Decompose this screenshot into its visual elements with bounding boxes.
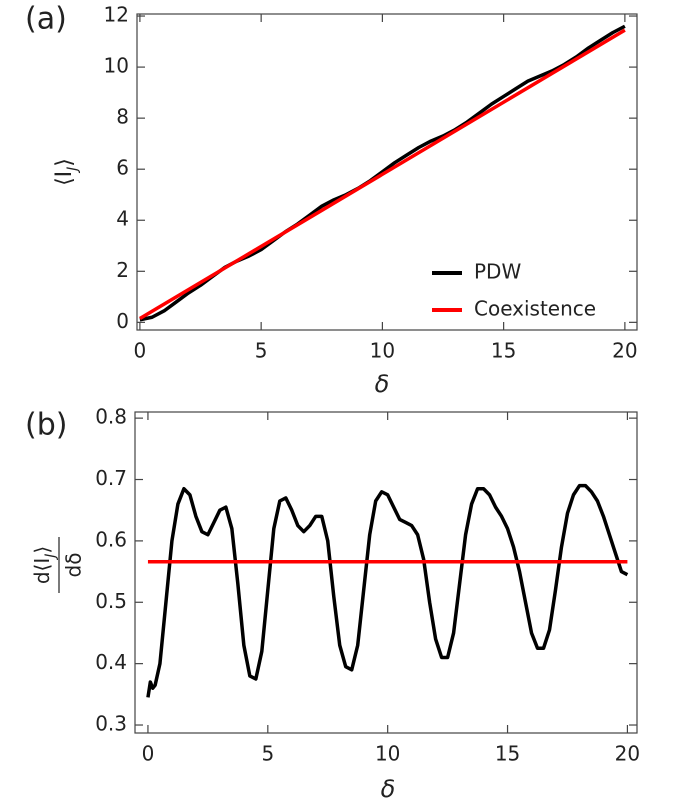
x-tick-label: 5	[261, 742, 274, 766]
y-label-denominator: dδ	[62, 553, 86, 578]
y-axis-label: d⟨IJ⟩dδ	[30, 537, 86, 593]
label-part: J	[65, 167, 81, 174]
y-label-text: ⟨IJ⟩	[52, 158, 81, 186]
y-tick-label: 0.7	[95, 466, 127, 490]
x-axis-label: δ	[375, 370, 390, 398]
legend-label: PDW	[474, 260, 521, 284]
x-tick-label: 20	[612, 339, 637, 363]
x-axis-label: δ	[381, 775, 396, 803]
label-part: d⟨I	[30, 558, 54, 584]
y-axis-label: ⟨IJ⟩	[52, 158, 81, 186]
y-label-numerator: d⟨IJ⟩	[30, 546, 60, 584]
plot-frame	[136, 13, 638, 331]
series-line	[139, 28, 626, 321]
y-tick-label: 0.8	[95, 405, 127, 429]
x-tick-label: 0	[134, 339, 147, 363]
label-part: J	[43, 554, 59, 561]
x-tick-label: 15	[495, 742, 520, 766]
x-tick-label: 0	[142, 742, 155, 766]
x-tick-label: 5	[255, 339, 268, 363]
label-part: ⟨I	[52, 171, 77, 186]
y-tick-label: 0.3	[95, 712, 127, 736]
y-tick-label: 4	[116, 207, 129, 231]
y-tick-label: 10	[104, 54, 129, 78]
x-tick-label: 15	[491, 339, 516, 363]
y-tick-label: 0.5	[95, 589, 127, 613]
y-tick-label: 12	[104, 3, 129, 27]
panel-label: (a)	[25, 2, 67, 37]
y-tick-label: 0.6	[95, 527, 127, 551]
y-tick-label: 0.4	[95, 650, 127, 674]
y-tick-label: 2	[116, 258, 129, 282]
legend-label: Coexistence	[474, 297, 596, 321]
x-tick-label: 10	[375, 742, 400, 766]
panel-label: (b)	[25, 408, 67, 443]
x-tick-label: 20	[615, 742, 640, 766]
y-tick-label: 0	[116, 309, 129, 333]
y-tick-label: 8	[116, 105, 129, 129]
label-part: ⟩	[30, 546, 54, 554]
plot-frame	[134, 411, 638, 734]
x-tick-label: 10	[370, 339, 395, 363]
y-tick-label: 6	[116, 156, 129, 180]
series-line	[146, 483, 629, 698]
label-part: ⟩	[52, 158, 77, 167]
